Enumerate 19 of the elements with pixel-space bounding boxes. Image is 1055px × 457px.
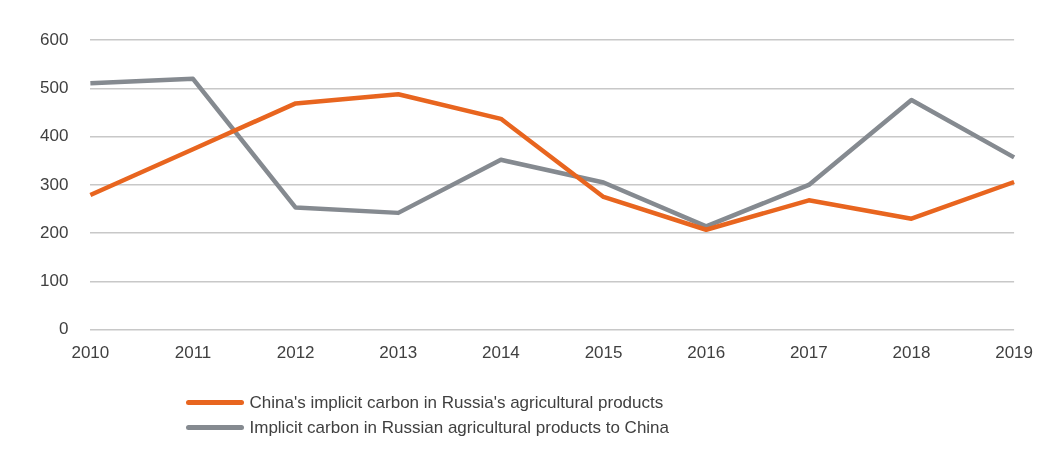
x-tick-label: 2017 (789, 343, 828, 363)
x-tick-label: 2010 (71, 343, 110, 363)
y-tick-label: 400 (39, 126, 69, 146)
y-tick-label: 100 (39, 271, 69, 291)
x-tick-label: 2018 (892, 343, 931, 363)
x-tick-label: 2015 (584, 343, 623, 363)
y-tick-label: 500 (39, 78, 69, 98)
x-tick-label: 2014 (482, 343, 520, 363)
x-tick-label: 2016 (687, 343, 726, 363)
x-tick-label: 2011 (174, 343, 212, 363)
x-tick-label: 2013 (379, 343, 418, 363)
y-tick-label: 600 (39, 29, 69, 49)
y-tick-label: 0 (58, 319, 69, 339)
x-tick-label: 2012 (276, 343, 315, 363)
legend-label: Implicit carbon in Russian agricultural products to China (249, 417, 671, 438)
legend-label: China's implicit carbon in Russia's agricultural products (249, 392, 665, 413)
x-tick-label: 2019 (995, 343, 1033, 363)
y-tick-label: 200 (39, 222, 69, 242)
y-tick-label: 300 (39, 174, 69, 194)
